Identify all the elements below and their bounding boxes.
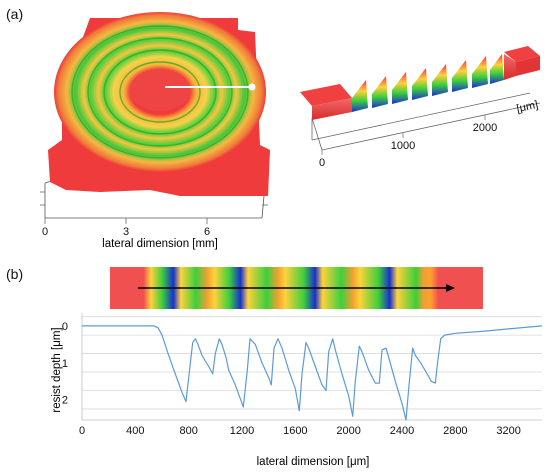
x-tick-label-2000: 2000 xyxy=(336,425,360,437)
y-tick-label-1: 1 xyxy=(62,358,68,370)
panel-a-label: (a) xyxy=(6,6,24,22)
center-disc xyxy=(130,69,190,111)
profile-line-end-marker xyxy=(248,83,256,91)
profile-x-tick-0: 0 xyxy=(319,157,325,169)
profile-x-tick-2000: 2000 xyxy=(473,122,497,134)
wafer-x-tick-3: 3 xyxy=(123,226,129,238)
x-tick-label-2400: 2400 xyxy=(390,425,414,437)
depth-profile-line-0 xyxy=(82,325,543,421)
wafer-x-tick-0: 0 xyxy=(42,226,48,238)
chart-y-axis-title: resist depth [μm] xyxy=(51,327,63,412)
x-tick-label-1600: 1600 xyxy=(283,425,307,437)
ring-grooves xyxy=(71,25,249,159)
profile-x-tick-1000: 1000 xyxy=(391,140,415,152)
x-tick-label-800: 800 xyxy=(179,425,197,437)
x-tick-label-400: 400 xyxy=(126,425,144,437)
profile-3d-plot xyxy=(300,46,541,155)
profile-unit-label: [μm] xyxy=(516,99,540,115)
x-tick-label-0: 0 xyxy=(79,425,85,437)
profile-teeth xyxy=(352,54,504,112)
wafer-x-tick-6: 6 xyxy=(204,226,210,238)
x-tick-label-1200: 1200 xyxy=(230,425,254,437)
y-tick-label-2: 2 xyxy=(62,395,68,407)
color-strip xyxy=(110,267,483,309)
profile-axis-box xyxy=(311,92,541,151)
panel-b-label: (b) xyxy=(6,266,24,282)
y-tick-label-0: 0 xyxy=(62,321,68,333)
chart-x-axis-title: lateral dimension [μm] xyxy=(257,456,370,468)
scan-arrow-head xyxy=(446,284,455,292)
depth-profile-chart: 0 1 2 0 400 800 1200 1600 2000 2400 2800 3200 xyxy=(62,313,543,437)
x-tick-label-3200: 3200 xyxy=(496,425,520,437)
x-tick-label-2800: 2800 xyxy=(443,425,467,437)
wafer-3d-plot xyxy=(40,12,270,224)
profile-axis-ticks xyxy=(321,115,486,155)
wafer-x-axis-label: lateral dimension [mm] xyxy=(102,238,218,250)
